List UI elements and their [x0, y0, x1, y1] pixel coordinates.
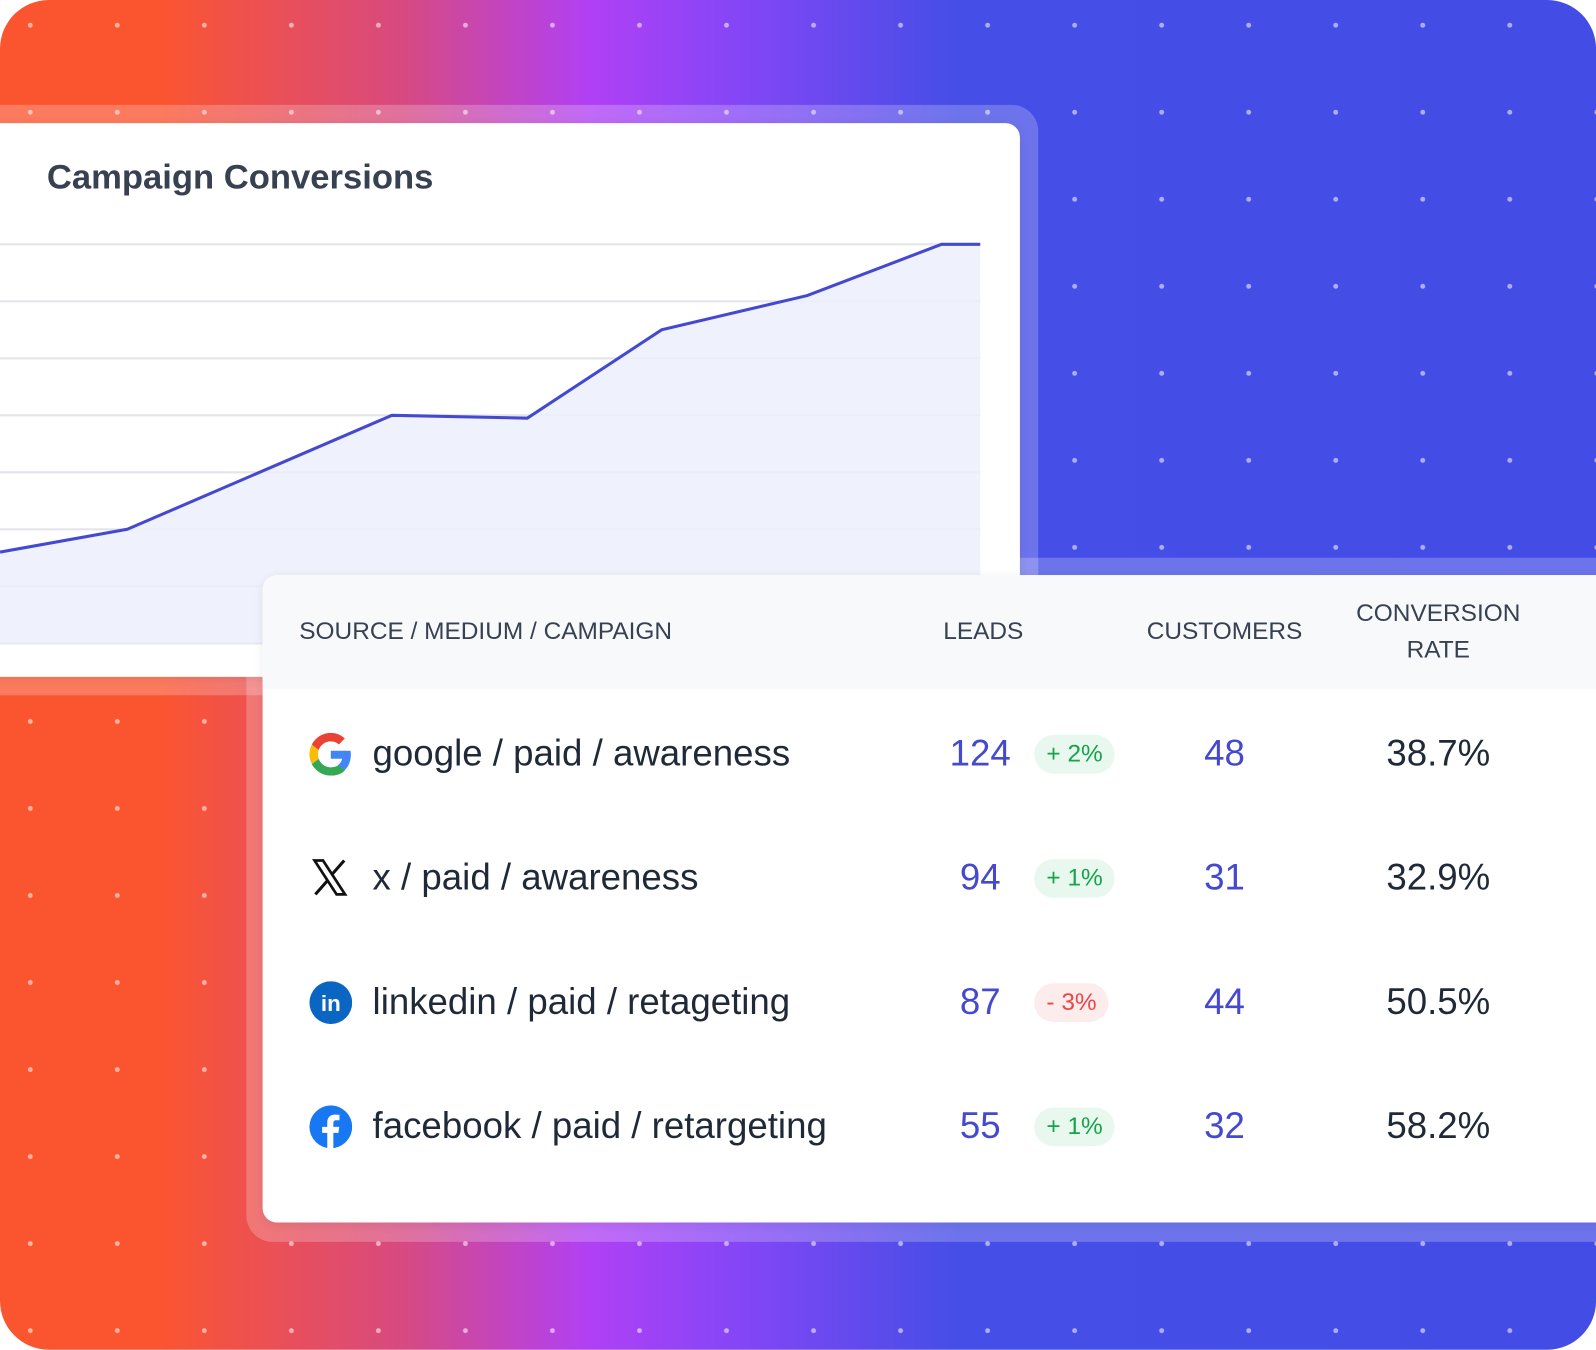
x-icon — [309, 857, 352, 900]
leads-value: 124 — [949, 731, 1011, 774]
conversion-rate-value: 50.5% — [1386, 980, 1491, 1022]
svg-text:in: in — [321, 991, 341, 1016]
linkedin-icon: in — [309, 981, 353, 1025]
header-rate-line1: CONVERSION — [1356, 599, 1521, 628]
campaign-table: SOURCE / MEDIUM / CAMPAIGN LEADS CUSTOME… — [262, 575, 1596, 1224]
table-row[interactable]: facebook / paid / retargeting 55 + 1% 32 58.… — [263, 1100, 1596, 1224]
conversion-rate-value: 32.9% — [1386, 856, 1491, 898]
source-label: facebook / paid / retargeting — [372, 1104, 827, 1147]
customers-value: 32 — [1204, 1104, 1245, 1147]
table-row[interactable]: x / paid / awareness 94 + 1% 31 32.9% — [263, 852, 1596, 976]
facebook-icon — [309, 1105, 353, 1149]
change-badge: + 2% — [1034, 734, 1115, 774]
header-leads: LEADS — [943, 617, 1024, 646]
leads-value: 87 — [959, 980, 1001, 1022]
customers-value: 48 — [1204, 731, 1245, 774]
chart-title: Campaign Conversions — [46, 157, 434, 197]
header-conversion-rate: CONVERSION RATE — [1342, 595, 1535, 668]
leads-value: 55 — [959, 1104, 1001, 1147]
table-row[interactable]: google / paid / awareness 124 + 2% 48 38.7% — [263, 728, 1596, 852]
change-badge: - 3% — [1034, 983, 1109, 1022]
source-label: google / paid / awareness — [372, 731, 791, 774]
header-rate-line2: RATE — [1406, 636, 1470, 664]
customers-value: 31 — [1204, 856, 1245, 898]
source-label: linkedin / paid / retageting — [372, 980, 791, 1022]
header-customers: CUSTOMERS — [1146, 617, 1303, 646]
series-area — [0, 244, 981, 644]
table-row[interactable]: in linkedin / paid / retageting 87 - 3% 44 50… — [263, 976, 1596, 1100]
change-badge: + 1% — [1034, 859, 1115, 898]
leads-value: 94 — [959, 856, 1001, 898]
conversion-rate-value: 38.7% — [1386, 731, 1491, 774]
table-header: SOURCE / MEDIUM / CAMPAIGN LEADS CUSTOME… — [262, 575, 1596, 690]
customers-value: 44 — [1204, 980, 1245, 1022]
conversion-rate-value: 58.2% — [1386, 1104, 1491, 1147]
header-source: SOURCE / MEDIUM / CAMPAIGN — [299, 617, 673, 646]
change-badge: + 1% — [1034, 1107, 1115, 1147]
source-label: x / paid / awareness — [372, 856, 699, 898]
series-line — [0, 242, 981, 554]
google-icon — [309, 732, 352, 776]
